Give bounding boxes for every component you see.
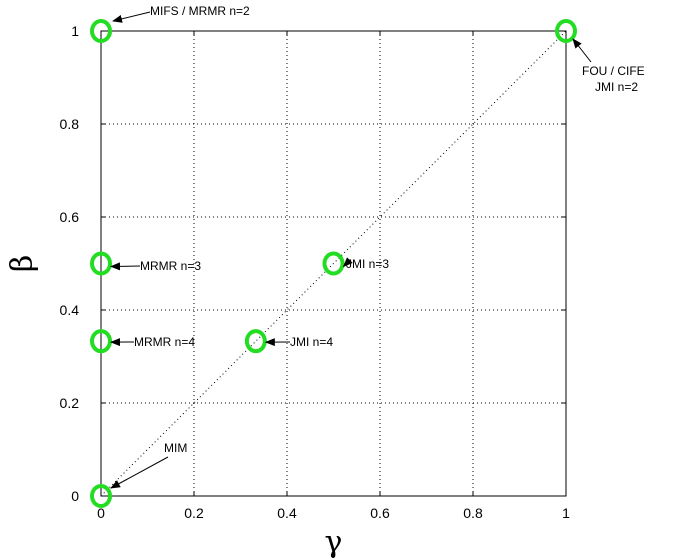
annotation-arrow (572, 38, 592, 63)
annotation-label: FOU / CIFE (582, 64, 645, 78)
x-tick-label: 0.6 (370, 505, 390, 521)
annotation-label: MRMR n=3 (140, 259, 201, 273)
data-point-marker (244, 329, 267, 354)
data-point-marker (555, 19, 577, 43)
annotation-label: JMI n=3 (346, 257, 389, 271)
x-tick-label: 0.8 (463, 505, 483, 521)
data-points (90, 19, 577, 508)
annotation-arrow (112, 11, 151, 23)
data-point-marker (90, 484, 112, 508)
y-tick-label: 0.8 (60, 116, 80, 132)
data-point-marker (90, 251, 112, 276)
annotation-arrow (342, 257, 353, 268)
plot-area (100, 30, 567, 497)
y-tick-label: 0 (71, 488, 79, 504)
x-tick-label: 1 (562, 505, 570, 521)
annotation-label: MRMR n=4 (134, 335, 195, 349)
y-tick-label: 1 (71, 23, 79, 39)
diagonal-reference-line (100, 30, 567, 497)
annotation-arrow (110, 456, 169, 489)
y-tick-label: 0.4 (60, 302, 80, 318)
x-tick-label: 0.2 (184, 505, 204, 521)
data-point-marker (90, 19, 112, 43)
y-tick-label: 0.2 (60, 395, 80, 411)
x-axis-title: γ (325, 525, 343, 560)
annotation-label: MIM (164, 441, 187, 455)
data-point-marker (322, 251, 345, 276)
y-tick-label: 0.6 (60, 209, 80, 225)
x-tick-label: 0.4 (277, 505, 297, 521)
annotation-label: JMI n=4 (290, 335, 333, 349)
annotations: MIFS / MRMR n=2 FOU / CIFE JMI n=2 MRMR n=3… (110, 4, 645, 489)
data-point-marker (90, 329, 112, 354)
x-tick-label: 0 (97, 505, 105, 521)
y-axis-title: β (5, 255, 40, 272)
annotation-label: JMI n=2 (595, 80, 638, 94)
axis-ticks: 0 0.2 0.4 0.6 0.8 1 0 0.2 0.4 0.6 0.8 1 (60, 23, 571, 521)
annotation-arrow (110, 262, 141, 271)
annotation-label: MIFS / MRMR n=2 (150, 4, 250, 18)
